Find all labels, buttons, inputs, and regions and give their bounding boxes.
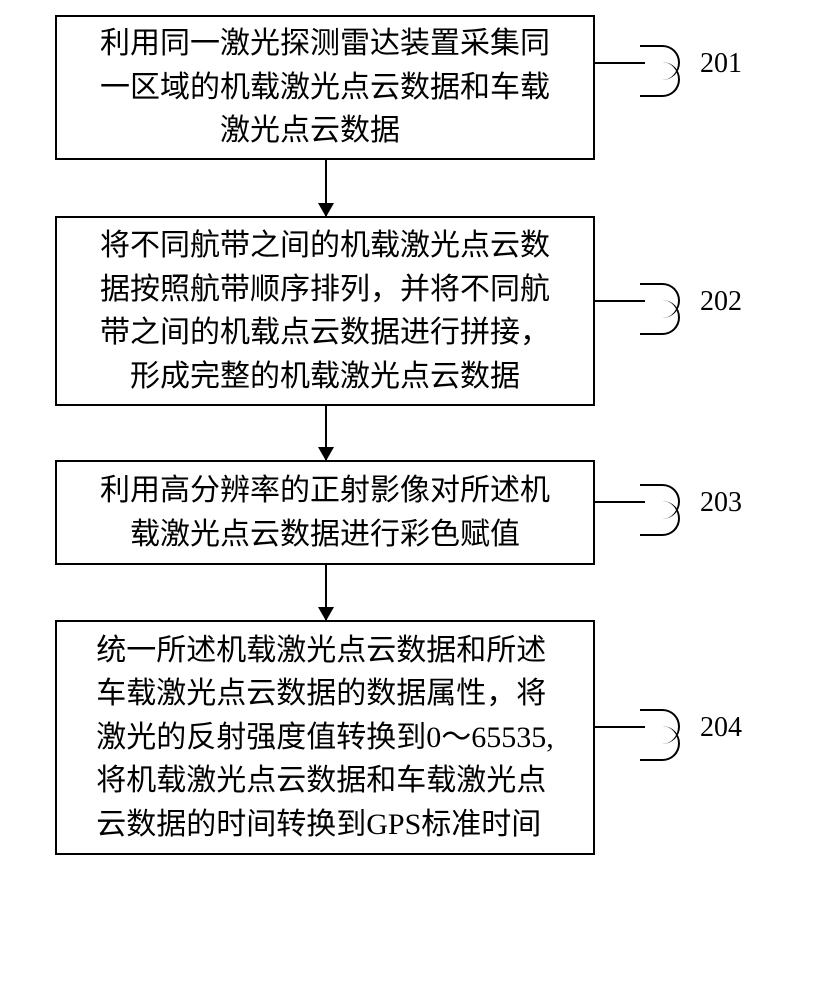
flowchart-box-2-text: 将不同航带之间的机载激光点云数 据按照航带顺序排列，并将不同航 带之间的机载点云… — [100, 224, 550, 398]
flowchart-container: 利用同一激光探测雷达装置采集同 一区域的机载激光点云数据和车载 激光点云数据 2… — [0, 0, 814, 987]
label-202: 202 — [700, 286, 742, 318]
arrow-2 — [325, 406, 327, 460]
curve-4b — [640, 726, 680, 761]
arrow-3 — [325, 565, 327, 620]
flowchart-box-4: 统一所述机载激光点云数据和所述 车载激光点云数据的数据属性，将 激光的反射强度值… — [55, 620, 595, 855]
connector-1 — [595, 62, 645, 64]
flowchart-box-1-text: 利用同一激光探测雷达装置采集同 一区域的机载激光点云数据和车载 激光点云数据 — [100, 22, 550, 153]
curve-2b — [640, 300, 680, 335]
flowchart-box-1: 利用同一激光探测雷达装置采集同 一区域的机载激光点云数据和车载 激光点云数据 — [55, 15, 595, 160]
curve-3b — [640, 501, 680, 536]
connector-3 — [595, 501, 645, 503]
flowchart-box-3-text: 利用高分辨率的正射影像对所述机 载激光点云数据进行彩色赋值 — [100, 469, 550, 556]
flowchart-box-3: 利用高分辨率的正射影像对所述机 载激光点云数据进行彩色赋值 — [55, 460, 595, 565]
connector-2 — [595, 300, 645, 302]
connector-4 — [595, 726, 645, 728]
label-204: 204 — [700, 712, 742, 744]
flowchart-box-2: 将不同航带之间的机载激光点云数 据按照航带顺序排列，并将不同航 带之间的机载点云… — [55, 216, 595, 406]
flowchart-box-4-text: 统一所述机载激光点云数据和所述 车载激光点云数据的数据属性，将 激光的反射强度值… — [96, 629, 554, 847]
curve-1b — [640, 62, 680, 97]
arrow-1 — [325, 160, 327, 216]
label-203: 203 — [700, 487, 742, 519]
label-201: 201 — [700, 48, 742, 80]
